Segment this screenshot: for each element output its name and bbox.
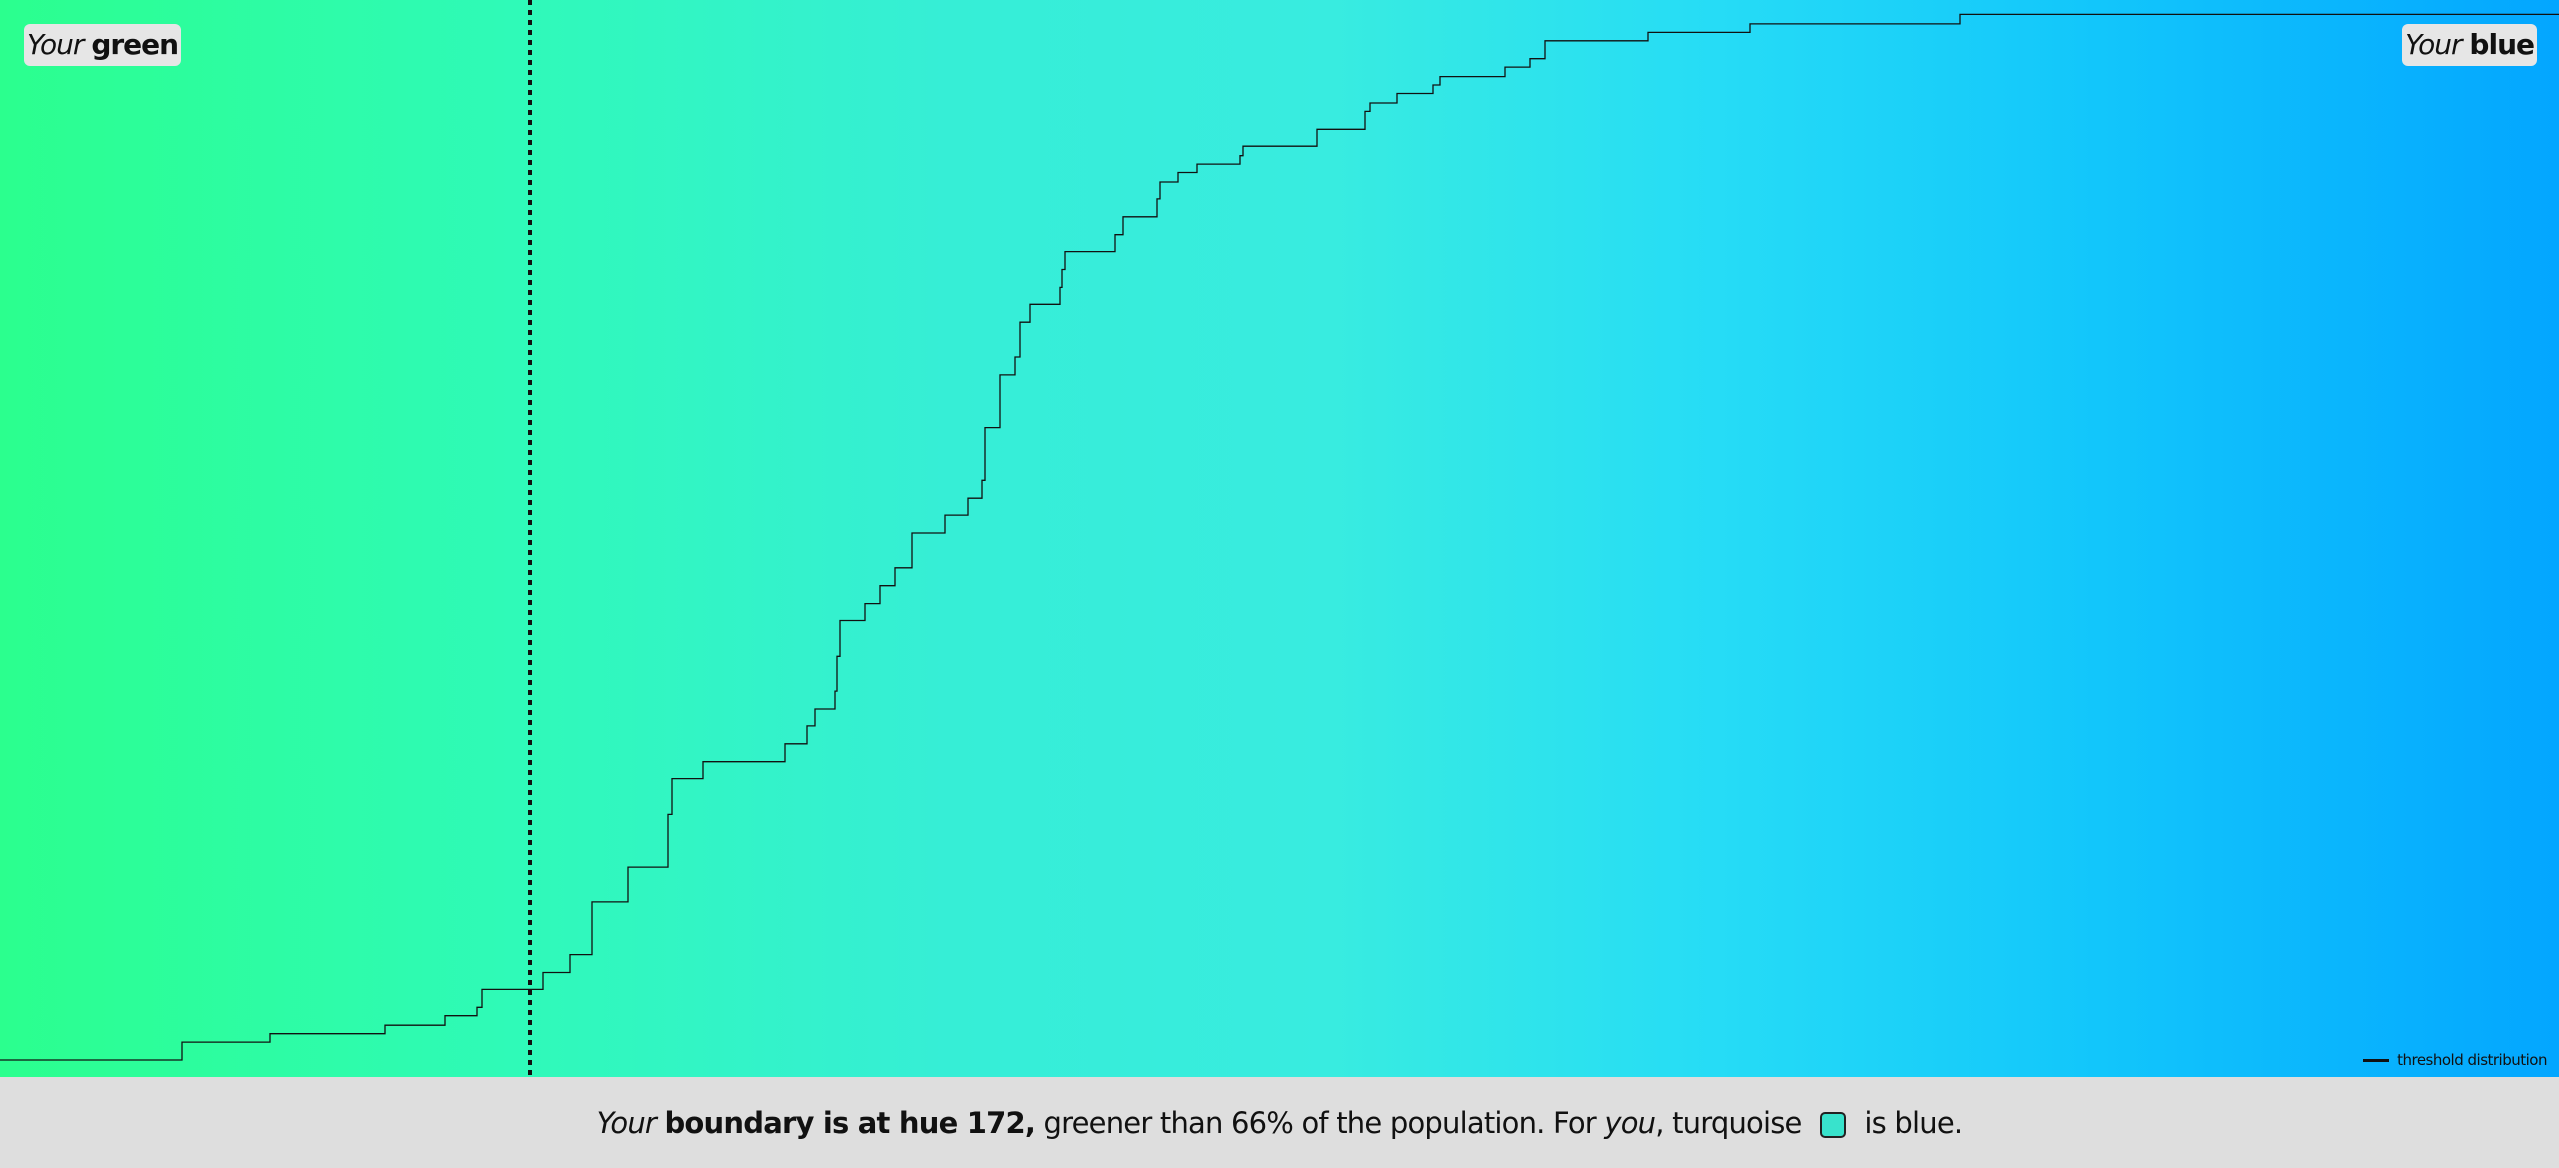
your-green-label-word: green: [91, 28, 179, 61]
chart-svg: [0, 0, 2559, 1077]
footer-you: you: [1604, 1105, 1656, 1140]
your-blue-label: Your blue: [2402, 24, 2537, 66]
footer-greener: greener than 66% of the population. For: [1043, 1105, 1597, 1140]
threshold-distribution-curve: [0, 13, 2559, 1061]
footer-your: Your: [596, 1105, 657, 1140]
result-sentence: Your boundary is at hue 172, greener tha…: [597, 1106, 1963, 1140]
chart-legend: threshold distribution: [2363, 1051, 2547, 1069]
your-green-label: Your green: [24, 24, 182, 66]
footer-boundary: boundary is at hue 172,: [664, 1105, 1036, 1140]
legend-line-swatch: [2363, 1058, 2390, 1062]
your-green-label-your: Your: [27, 28, 84, 61]
your-blue-label-your: Your: [2405, 28, 2462, 61]
footer-turquoise: , turquoise: [1655, 1105, 1802, 1140]
result-footer: Your boundary is at hue 172, greener tha…: [0, 1077, 2559, 1168]
footer-is-blue: is blue.: [1864, 1105, 1963, 1140]
hue-gradient-chart: Your green Your blue threshold distribut…: [0, 0, 2559, 1077]
your-blue-label-word: blue: [2469, 28, 2535, 61]
legend-label: threshold distribution: [2397, 1051, 2547, 1069]
turquoise-color-swatch: [1820, 1111, 1846, 1138]
